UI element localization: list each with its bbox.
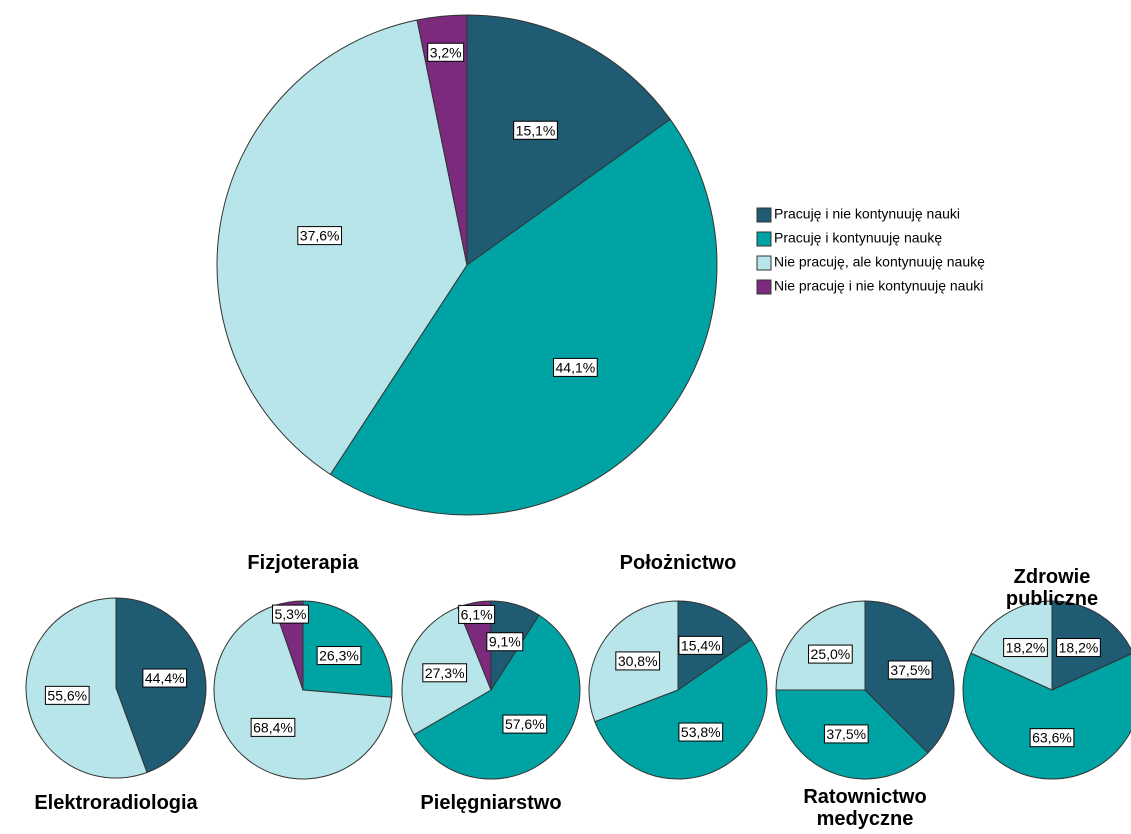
- label-background: [486, 632, 524, 652]
- value-label: 3,2%: [430, 44, 462, 60]
- label-background: [887, 660, 933, 680]
- value-label-box: 57,6%: [502, 714, 548, 734]
- label-background: [1029, 728, 1075, 748]
- value-label: 26,3%: [319, 648, 359, 664]
- value-label-box: 44,1%: [553, 357, 598, 377]
- label-background: [250, 717, 296, 737]
- value-label-box: 37,5%: [823, 724, 869, 744]
- value-label: 37,5%: [890, 662, 930, 678]
- value-label: 9,1%: [489, 634, 521, 650]
- pie-slice: [466, 14, 671, 266]
- label-background: [142, 668, 188, 688]
- value-label: 68,4%: [253, 719, 293, 735]
- label-background: [823, 724, 869, 744]
- value-label-box: 53,8%: [678, 722, 724, 742]
- pie-title: Ratownictwo medyczne: [803, 786, 927, 830]
- value-label: 6,1%: [461, 606, 493, 622]
- value-label: 15,4%: [681, 637, 721, 653]
- value-label-box: 37,6%: [297, 226, 343, 246]
- value-label: 5,3%: [275, 606, 307, 622]
- value-label-box: 68,4%: [250, 717, 296, 737]
- label-background: [502, 714, 548, 734]
- value-label-box: 6,1%: [458, 604, 496, 624]
- value-label: 15,1%: [516, 122, 556, 138]
- label-background: [808, 644, 853, 664]
- value-label-box: 3,2%: [427, 42, 465, 62]
- legend-label: Pracuję i kontynuuję naukę: [774, 230, 942, 246]
- label-background: [513, 120, 558, 140]
- value-label: 44,4%: [145, 670, 185, 686]
- label-background: [316, 646, 362, 666]
- value-label: 37,5%: [826, 726, 866, 742]
- legend-label: Pracuję i nie kontynuuję nauki: [774, 206, 960, 222]
- label-background: [553, 357, 598, 377]
- label-background: [678, 635, 724, 655]
- label-background: [678, 722, 724, 742]
- label-background: [1056, 638, 1101, 658]
- legend-swatch: [756, 279, 772, 295]
- value-label: 37,6%: [300, 228, 340, 244]
- pie-slice: [962, 652, 1131, 780]
- value-label: 18,2%: [1006, 640, 1046, 656]
- value-label: 57,6%: [505, 716, 545, 732]
- pie-slice: [594, 638, 768, 780]
- value-label-box: 15,4%: [678, 635, 724, 655]
- value-label: 30,8%: [618, 653, 658, 669]
- label-background: [272, 604, 309, 624]
- label-background: [427, 42, 465, 62]
- value-label: 27,3%: [425, 665, 465, 681]
- value-label-box: 9,1%: [486, 632, 524, 652]
- value-label-box: 44,4%: [142, 668, 188, 688]
- pie-title: Położnictwo: [619, 552, 737, 574]
- pie-title: Fizjoterapia: [247, 552, 359, 574]
- value-label-box: 37,5%: [887, 660, 933, 680]
- label-background: [1003, 638, 1048, 658]
- pie-slice: [416, 14, 468, 266]
- value-label: 53,8%: [681, 724, 721, 740]
- legend-swatch: [756, 207, 772, 223]
- value-label-box: 63,6%: [1029, 728, 1075, 748]
- value-label: 18,2%: [1059, 640, 1099, 656]
- value-label-box: 26,3%: [316, 646, 362, 666]
- value-label: 55,6%: [47, 687, 87, 703]
- pie-title: Pielęgniarstwo: [420, 792, 562, 814]
- value-label-box: 15,1%: [513, 120, 558, 140]
- legend-label: Nie pracuję i nie kontynuuję nauki: [774, 278, 983, 294]
- pie-slice: [329, 118, 718, 516]
- value-label: 44,1%: [556, 359, 596, 375]
- value-label-box: 18,2%: [1003, 638, 1048, 658]
- pie-title: Elektroradiologia: [34, 792, 198, 814]
- label-background: [422, 663, 468, 683]
- label-background: [615, 651, 661, 671]
- legend-swatch: [756, 255, 772, 271]
- label-background: [458, 604, 496, 624]
- value-label-box: 30,8%: [615, 651, 661, 671]
- pie-title: Zdrowie publiczne: [1005, 566, 1099, 610]
- label-background: [44, 685, 90, 705]
- value-label-box: 18,2%: [1056, 638, 1101, 658]
- legend-label: Nie pracuję, ale kontynuuję naukę: [774, 254, 985, 270]
- value-label-box: 5,3%: [272, 604, 309, 624]
- value-label-box: 27,3%: [422, 663, 468, 683]
- value-label-box: 55,6%: [44, 685, 90, 705]
- pie-slice: [216, 19, 468, 476]
- label-background: [297, 226, 343, 246]
- value-label-box: 25,0%: [808, 644, 853, 664]
- legend-swatch: [756, 231, 772, 247]
- value-label: 25,0%: [811, 646, 851, 662]
- pie-slice: [413, 614, 581, 780]
- value-label: 63,6%: [1032, 730, 1072, 746]
